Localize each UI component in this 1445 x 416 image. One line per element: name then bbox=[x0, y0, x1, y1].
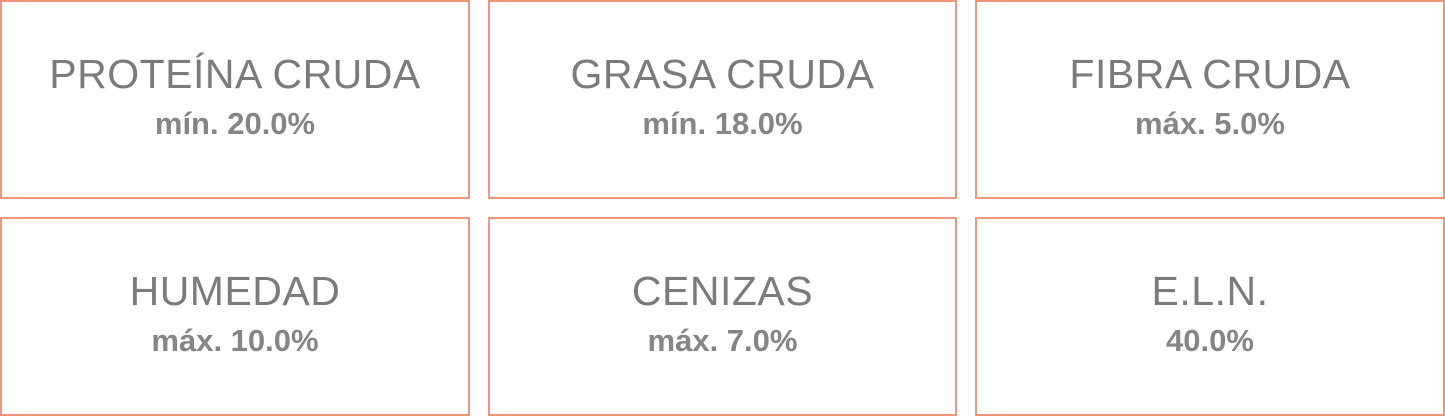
nutrient-card-fat: GRASA CRUDA mín. 18.0% bbox=[488, 0, 957, 199]
nutrient-value: 40.0% bbox=[1166, 322, 1254, 358]
nutrient-value: máx. 10.0% bbox=[151, 322, 319, 358]
nutrient-name: GRASA CRUDA bbox=[570, 50, 875, 97]
nutrient-value: máx. 7.0% bbox=[647, 322, 798, 358]
nutrient-card-eln: E.L.N. 40.0% bbox=[975, 217, 1445, 416]
nutrient-name: FIBRA CRUDA bbox=[1069, 50, 1351, 97]
nutrient-name: CENIZAS bbox=[631, 267, 814, 314]
nutrient-card-moisture: HUMEDAD máx. 10.0% bbox=[0, 217, 470, 416]
nutrient-card-ash: CENIZAS máx. 7.0% bbox=[488, 217, 957, 416]
nutrient-name: PROTEÍNA CRUDA bbox=[49, 50, 421, 97]
nutrient-name: E.L.N. bbox=[1151, 267, 1269, 314]
nutrient-value: mín. 18.0% bbox=[642, 105, 803, 141]
nutrient-card-fiber: FIBRA CRUDA máx. 5.0% bbox=[975, 0, 1445, 199]
nutrient-value: máx. 5.0% bbox=[1135, 105, 1285, 141]
nutrient-value: mín. 20.0% bbox=[154, 105, 316, 141]
nutrient-card-protein: PROTEÍNA CRUDA mín. 20.0% bbox=[0, 0, 470, 199]
nutrient-name: HUMEDAD bbox=[129, 267, 341, 314]
